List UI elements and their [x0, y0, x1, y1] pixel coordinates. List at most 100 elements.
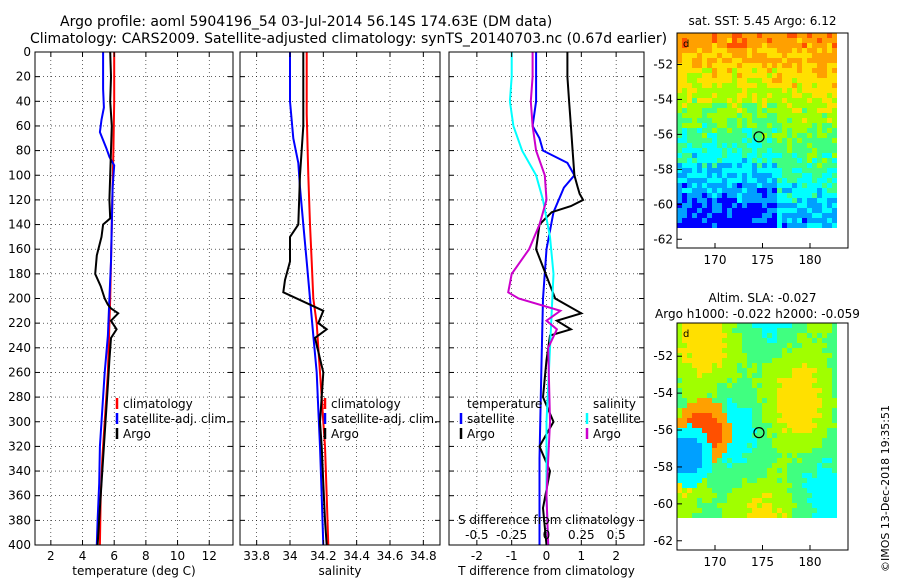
secondary-tick-label: -0.5 — [465, 528, 488, 542]
map-y-tick-label: -62 — [653, 232, 673, 246]
map-x-tick-label: 170 — [704, 555, 727, 569]
y-tick-label: 20 — [16, 70, 31, 84]
profile-location-marker — [753, 427, 765, 439]
map-title: Altim. SLA: -0.027 — [708, 291, 816, 305]
sla-map-panel: Altim. SLA: -0.027 Argo h1000: -0.022 h20… — [653, 291, 860, 569]
map-corner-label: d — [683, 329, 689, 340]
imos-watermark: ©IMOS 13-Dec-2018 19:35:51 — [879, 405, 892, 572]
map-y-tick-label: -58 — [653, 162, 673, 176]
secondary-tick-label: -0.25 — [496, 528, 527, 542]
series-line-salinity-satellite — [508, 52, 555, 546]
y-tick-label: 320 — [8, 439, 31, 453]
map-color-field — [677, 323, 837, 518]
series-line-satellite-adj-clim- — [289, 52, 325, 546]
x-tick-label: -2 — [471, 549, 483, 563]
x-axis-label: temperature (deg C) — [72, 564, 195, 578]
x-tick-label: 1 — [578, 549, 586, 563]
legend-label: satellite-adj. clim. — [331, 412, 438, 426]
x-tick-label: 2 — [612, 549, 620, 563]
y-tick-label: 280 — [8, 390, 31, 404]
sst-map-panel: sat. SST: 5.45 Argo: 6.12 d 170 175 180 -52 -5… — [653, 14, 849, 267]
y-tick-label: 140 — [8, 218, 31, 232]
x-tick-label: 34 — [282, 549, 297, 563]
map-y-tick-label: -54 — [653, 92, 673, 106]
y-tick-label: 220 — [8, 316, 31, 330]
y-tick-label: 40 — [16, 94, 31, 108]
y-tick-label: 100 — [8, 168, 31, 182]
series-line-argo — [94, 51, 120, 546]
map-subtitle: Argo h1000: -0.022 h2000: -0.059 — [655, 307, 860, 321]
secondary-tick-label: 0.25 — [568, 528, 595, 542]
x-tick-label: 10 — [170, 549, 185, 563]
map-y-tick-label: -54 — [653, 386, 673, 400]
legend-label: Argo — [467, 427, 495, 441]
series-line-temperature-argo — [535, 52, 585, 546]
x-tick-label: 34.8 — [410, 549, 437, 563]
x-tick-label: -1 — [506, 549, 518, 563]
header-line-1: Argo profile: aoml 5904196_54 03-Jul-201… — [60, 14, 552, 30]
legend-label: Argo — [123, 427, 151, 441]
y-tick-label: 380 — [8, 513, 31, 527]
legend-label: climatology — [331, 397, 401, 411]
secondary-tick-label: 0 — [543, 528, 551, 542]
map-y-tick-label: -58 — [653, 460, 673, 474]
map-color-field — [677, 33, 837, 228]
x-axis-label: T difference from climatology — [457, 564, 635, 578]
y-tick-label: 400 — [8, 538, 31, 552]
map-y-tick-label: -56 — [653, 423, 673, 437]
temperature-panel: 2 4 6 8 10 12 temperature (deg C) 0 20 40 60 80 100 1… — [8, 45, 234, 578]
difference-panel: -2 -1 0 1 2T difference from climatology temp… — [448, 51, 645, 578]
header-line-2: Climatology: CARS2009. Satellite-adjuste… — [30, 31, 667, 47]
map-y-tick-label: -56 — [653, 127, 673, 141]
secondary-tick-label: 0.5 — [607, 528, 626, 542]
x-tick-label: 6 — [110, 549, 118, 563]
series-line-satellite-adj-clim- — [95, 52, 116, 546]
y-tick-label: 120 — [8, 193, 31, 207]
x-tick-label: 2 — [47, 549, 55, 563]
series-line-salinity-argo — [507, 52, 563, 546]
y-tick-label: 60 — [16, 119, 31, 133]
map-y-tick-label: -60 — [653, 497, 673, 511]
legend-label: Argo — [593, 427, 621, 441]
map-x-tick-label: 180 — [799, 253, 822, 267]
map-corner-label: d — [683, 39, 689, 50]
x-tick-label: 0 — [543, 549, 551, 563]
map-x-tick-label: 170 — [704, 253, 727, 267]
y-tick-label: 200 — [8, 292, 31, 306]
legend-label: satellite-adj. clim. — [123, 412, 230, 426]
x-tick-label: 8 — [142, 549, 150, 563]
secondary-axis-label: S difference from climatology — [458, 513, 635, 527]
x-tick-label: 4 — [79, 549, 87, 563]
y-tick-label: 80 — [16, 144, 31, 158]
x-tick-label: 34.2 — [310, 549, 337, 563]
y-tick-label: 300 — [8, 415, 31, 429]
map-x-tick-label: 180 — [799, 555, 822, 569]
map-y-tick-label: -52 — [653, 57, 673, 71]
legend-label: Argo — [331, 427, 359, 441]
x-tick-label: 34.6 — [377, 549, 404, 563]
salinity-panel: 33.8 34 34.2 34.4 34.6 34.8 salinity climatolog… — [239, 51, 441, 578]
y-tick-label: 0 — [23, 45, 31, 59]
series-line-argo — [282, 52, 329, 546]
x-axis-label: salinity — [318, 564, 361, 578]
y-tick-label: 340 — [8, 464, 31, 478]
x-tick-label: 33.8 — [243, 549, 270, 563]
y-tick-label: 360 — [8, 489, 31, 503]
profile-location-marker — [753, 131, 765, 143]
legend-title-salinity: salinity — [593, 397, 636, 411]
y-tick-label: 180 — [8, 267, 31, 281]
map-y-tick-label: -52 — [653, 349, 673, 363]
x-tick-label: 12 — [202, 549, 217, 563]
map-x-tick-label: 175 — [751, 555, 774, 569]
legend-label: satellite — [467, 412, 515, 426]
map-x-tick-label: 175 — [751, 253, 774, 267]
legend-title-temperature: temperature — [467, 397, 542, 411]
legend-label: climatology — [123, 397, 193, 411]
map-y-tick-label: -60 — [653, 197, 673, 211]
legend-label: satellite — [593, 412, 641, 426]
y-tick-label: 260 — [8, 365, 31, 379]
y-tick-label: 160 — [8, 242, 31, 256]
x-tick-label: 34.4 — [343, 549, 370, 563]
map-y-tick-label: -62 — [653, 534, 673, 548]
